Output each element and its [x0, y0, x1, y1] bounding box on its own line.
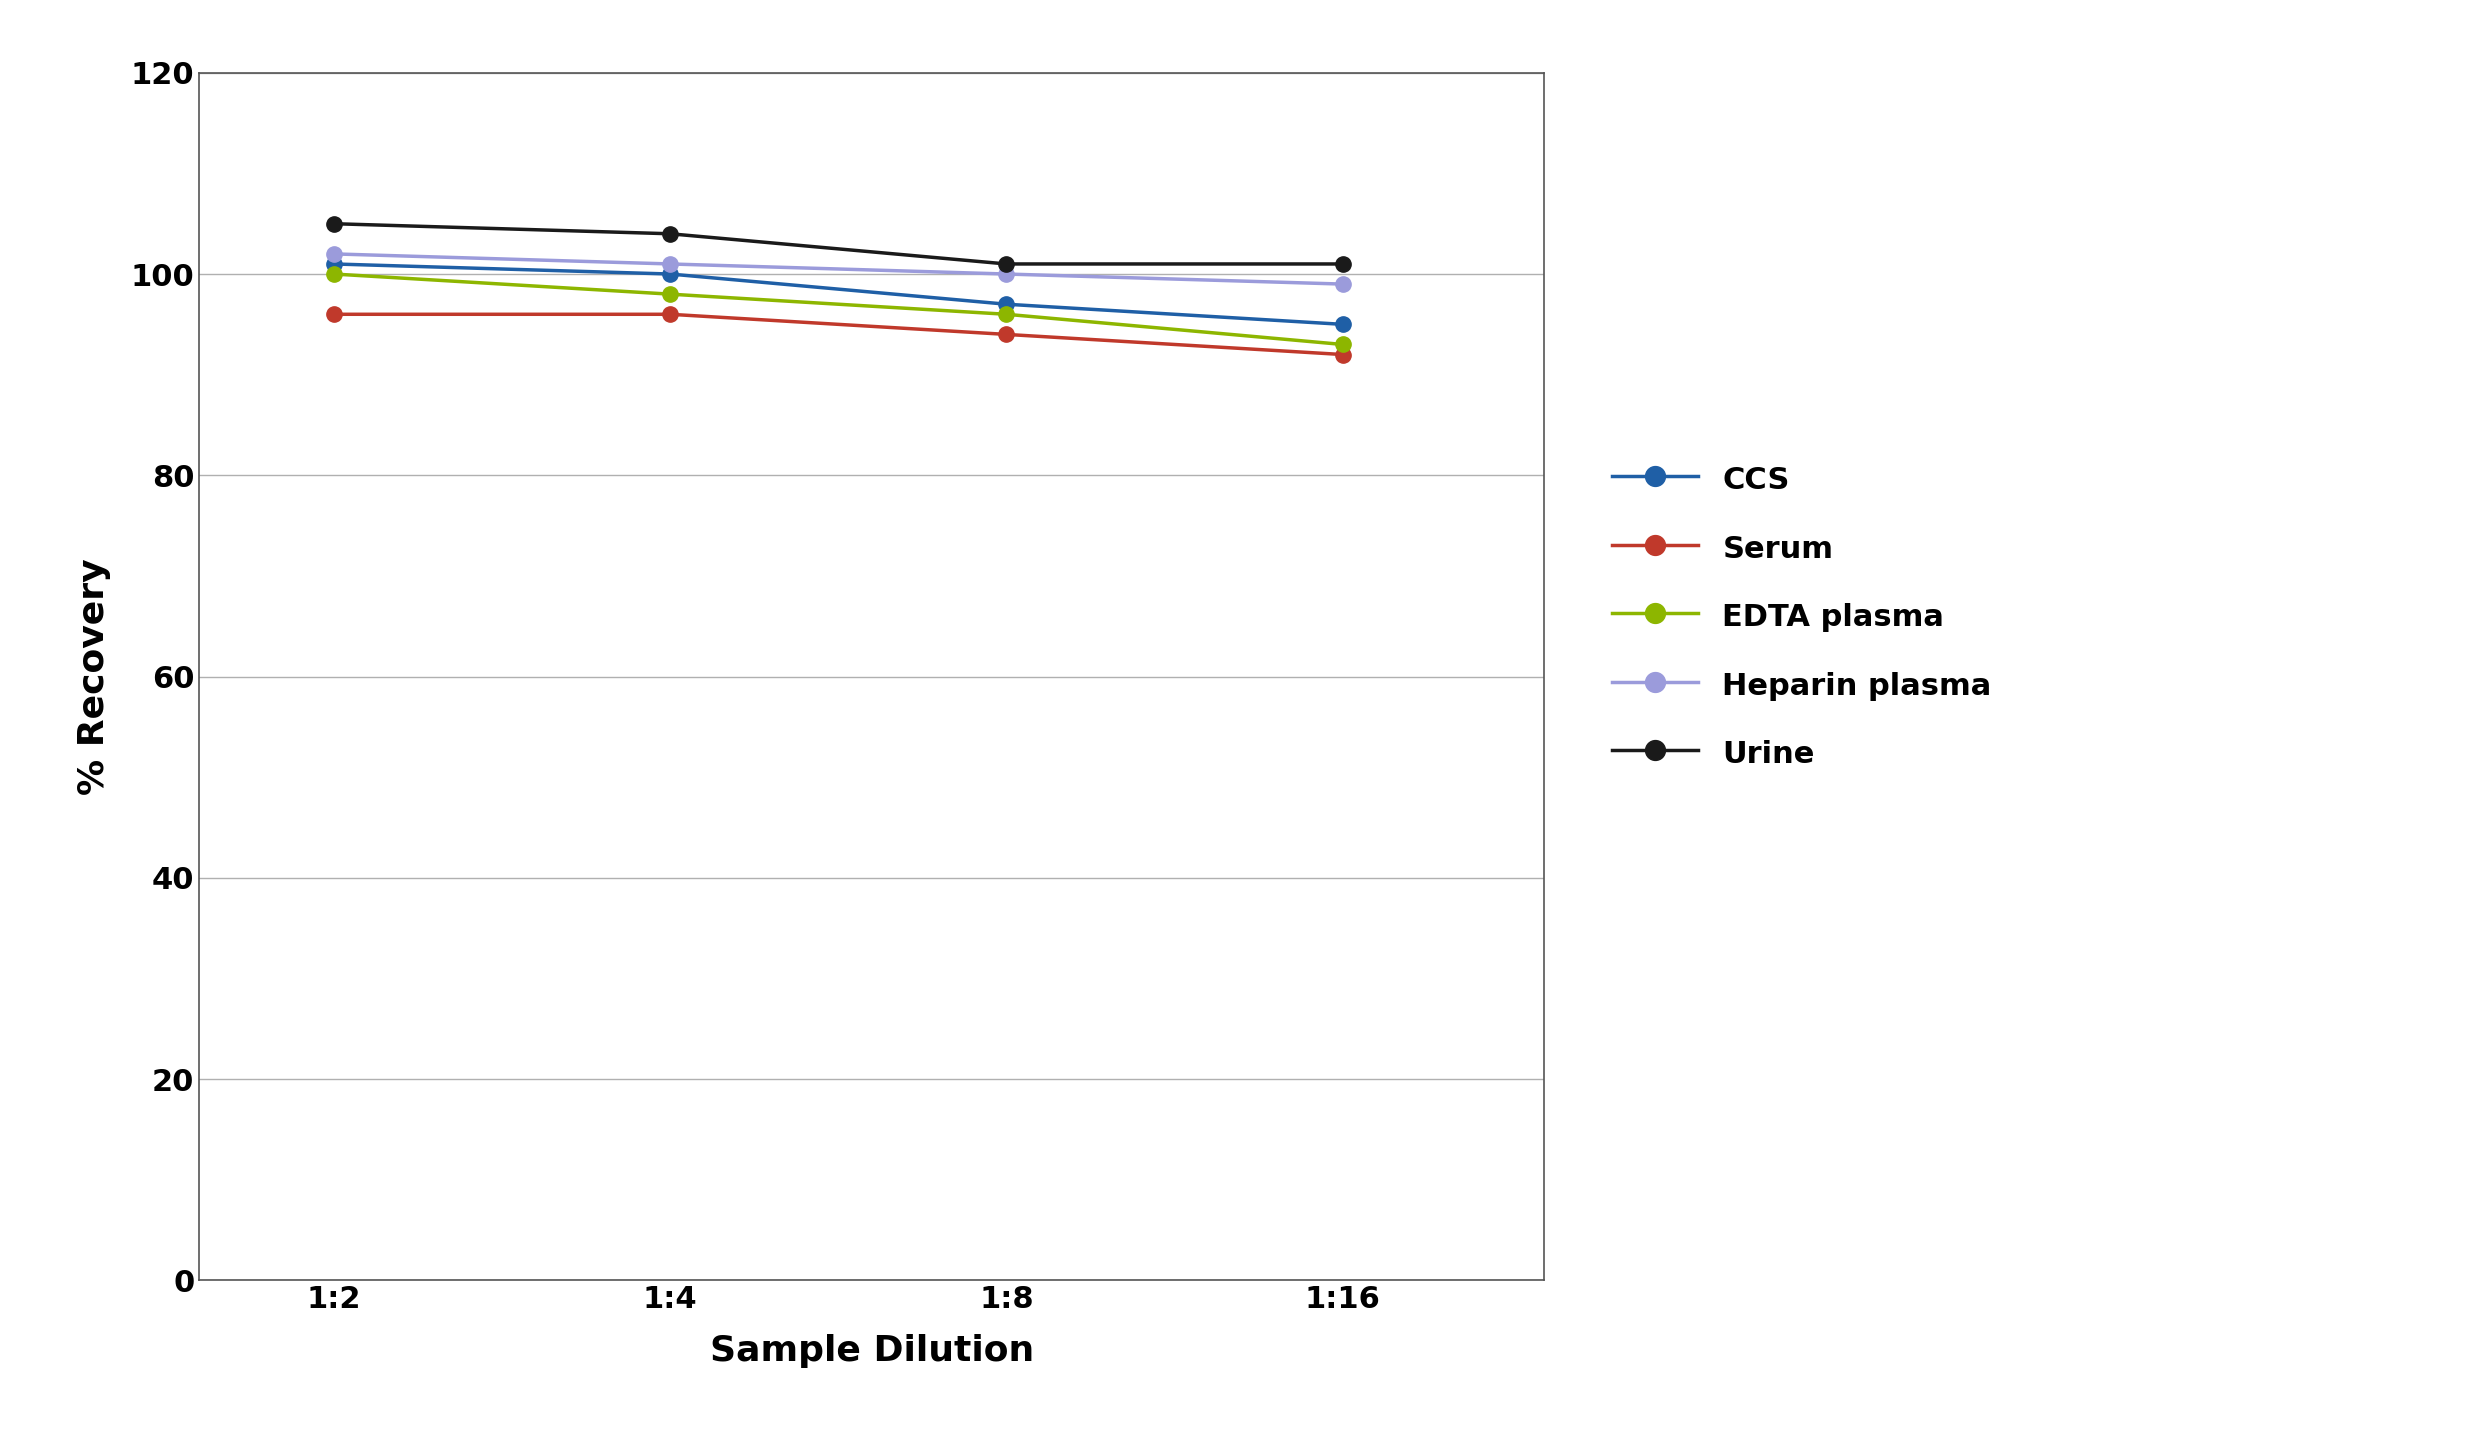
Line: EDTA plasma: EDTA plasma	[326, 266, 1350, 352]
CCS	[655, 265, 685, 282]
Legend: CCS, Serum, EDTA plasma, Heparin plasma, Urine: CCS, Serum, EDTA plasma, Heparin plasma,…	[1599, 451, 2003, 781]
Line: Serum: Serum	[326, 307, 1350, 362]
Serum	[655, 306, 685, 323]
Urine	[1328, 255, 1358, 272]
Heparin plasma	[319, 244, 349, 262]
EDTA plasma	[1328, 336, 1358, 354]
Serum	[319, 306, 349, 323]
Serum	[991, 326, 1021, 343]
Heparin plasma	[1328, 275, 1358, 292]
X-axis label: Sample Dilution: Sample Dilution	[710, 1334, 1034, 1368]
Line: Urine: Urine	[326, 215, 1350, 272]
EDTA plasma	[319, 265, 349, 282]
EDTA plasma	[991, 306, 1021, 323]
CCS	[991, 295, 1021, 313]
Line: CCS: CCS	[326, 256, 1350, 332]
Heparin plasma	[655, 255, 685, 272]
Line: Heparin plasma: Heparin plasma	[326, 246, 1350, 292]
CCS	[1328, 316, 1358, 333]
EDTA plasma	[655, 285, 685, 303]
Heparin plasma	[991, 265, 1021, 282]
CCS	[319, 255, 349, 272]
Y-axis label: % Recovery: % Recovery	[77, 559, 112, 794]
Serum	[1328, 346, 1358, 364]
Urine	[655, 226, 685, 243]
Urine	[991, 255, 1021, 272]
Urine	[319, 215, 349, 233]
